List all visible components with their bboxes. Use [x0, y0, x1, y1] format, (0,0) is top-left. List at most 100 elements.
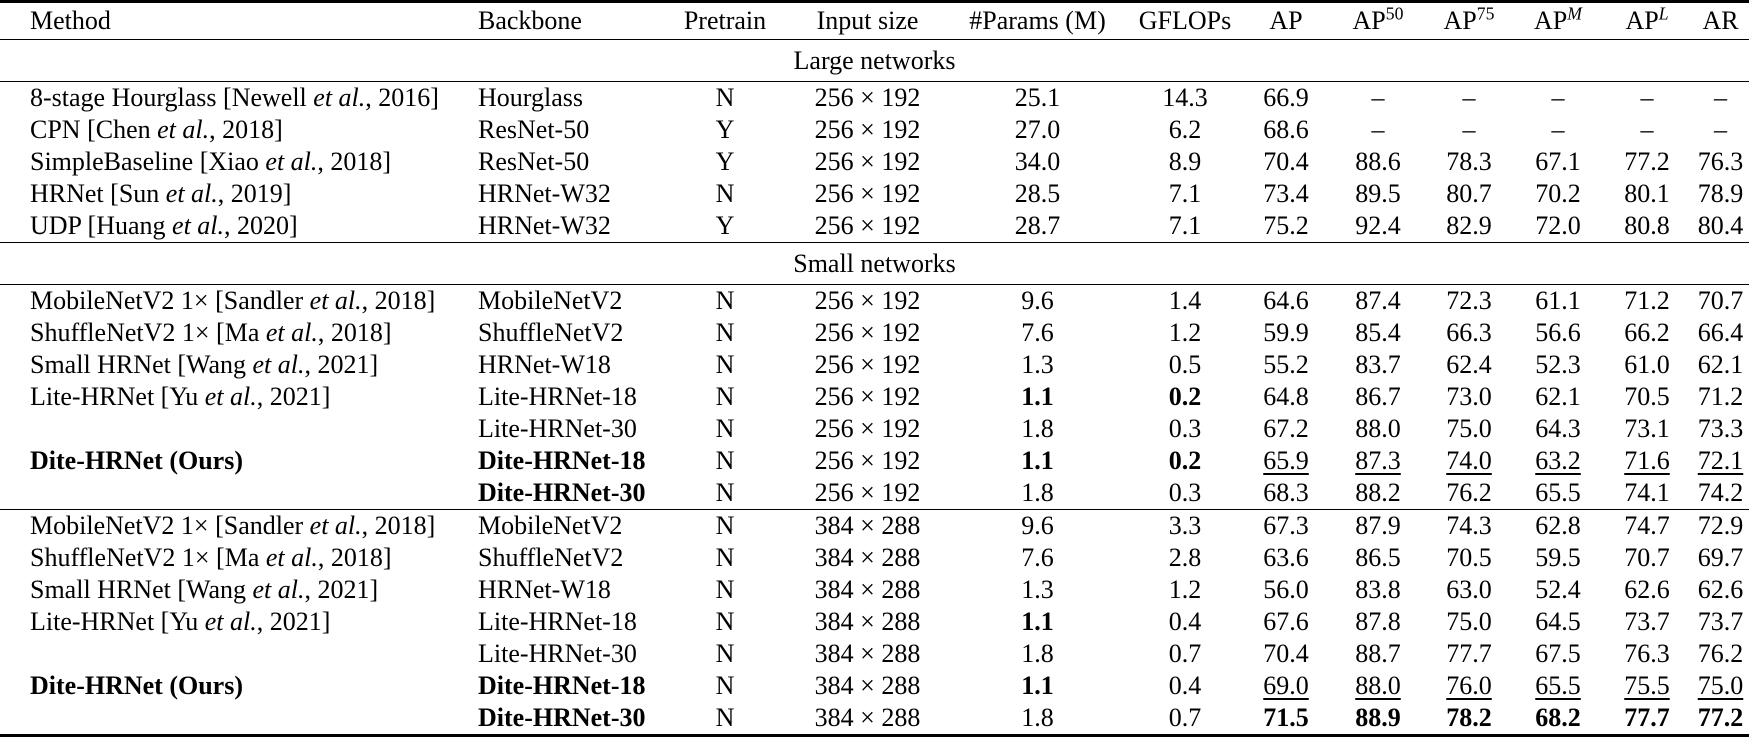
cell-gflops: 7.1: [1168, 211, 1202, 240]
cell-apl: 71.6: [1624, 446, 1670, 475]
cell-params: 1.8: [1021, 478, 1054, 507]
table-row: UDP [Huang et al., 2020] HRNet-W32 Y 256 × …: [0, 210, 1749, 243]
column-label: AP: [1625, 6, 1659, 35]
method-text: , 2018]: [317, 147, 392, 176]
cell-ap50: 83.8: [1355, 575, 1401, 604]
column-header-method: Method: [0, 2, 470, 40]
header-row: Method Backbone Pretrain Input size #Params …: [0, 2, 1749, 40]
cell-ap50: 86.7: [1355, 382, 1401, 411]
cell-gflops: 14.3: [1162, 83, 1208, 112]
column-superscript: L: [1658, 3, 1669, 24]
cell-pretrain: N: [715, 83, 735, 112]
cell-ap75: 76.2: [1446, 478, 1492, 507]
cell-apl: 77.7: [1624, 703, 1670, 732]
cell-ap75: 75.0: [1446, 414, 1492, 443]
cell-ap50: 88.7: [1355, 639, 1401, 668]
method-text: Small HRNet [Wang: [30, 350, 253, 379]
method-etal-text: et al.: [252, 575, 305, 604]
cell-ap50: 87.4: [1355, 286, 1401, 315]
cell-backbone: Lite-HRNet-18: [478, 607, 637, 636]
column-superscript: M: [1567, 3, 1582, 24]
cell-gflops: 0.2: [1168, 446, 1202, 475]
cell-ap75: 74.0: [1446, 446, 1492, 475]
cell-apm: 67.1: [1535, 147, 1581, 176]
cell-ap75: 66.3: [1446, 318, 1492, 347]
column-header-backbone: Backbone: [470, 2, 660, 40]
cell-input_size: 256 × 192: [814, 382, 921, 411]
table-row: CPN [Chen et al., 2018] ResNet-50 Y 256 × 1…: [0, 114, 1749, 146]
table-row: MobileNetV2 1× [Sandler et al., 2018] Mob…: [0, 509, 1749, 543]
cell-method: UDP [Huang et al., 2020]: [0, 210, 470, 243]
cell-apl: –: [1640, 115, 1654, 144]
cell-params: 25.1: [1014, 83, 1061, 112]
cell-apl: 66.2: [1624, 318, 1670, 347]
cell-pretrain: Y: [715, 211, 735, 240]
method-etal-text: et al.: [165, 179, 218, 208]
method-text: Lite-HRNet [Yu: [30, 607, 205, 636]
cell-ap75: 72.3: [1446, 286, 1492, 315]
cell-input_size: 384 × 288: [814, 639, 921, 668]
cell-ap: 67.6: [1263, 607, 1309, 636]
table-row: 8-stage Hourglass [Newell et al., 2016] H…: [0, 82, 1749, 115]
method-text: CPN [Chen: [30, 115, 158, 144]
cell-ap50: 89.5: [1355, 179, 1401, 208]
table-row: HRNet [Sun et al., 2019] HRNet-W32 N 256 × …: [0, 178, 1749, 210]
column-header-ap75: AP75: [1424, 2, 1514, 40]
column-header-params: #Params (M): [945, 2, 1130, 40]
cell-apm: 59.5: [1535, 543, 1581, 572]
column-label: Method: [30, 6, 111, 35]
cell-gflops: 7.1: [1168, 179, 1202, 208]
cell-input_size: 256 × 192: [814, 318, 921, 347]
cell-params: 1.1: [1021, 607, 1054, 636]
cell-apm: 63.2: [1535, 446, 1581, 475]
cell-apl: 74.1: [1624, 478, 1670, 507]
cell-input_size: 256 × 192: [814, 446, 921, 475]
cell-backbone: Hourglass: [478, 83, 583, 112]
cell-method: [0, 638, 470, 670]
cell-apm: 64.3: [1535, 414, 1581, 443]
cell-pretrain: N: [715, 318, 735, 347]
method-text: , 2018]: [361, 511, 436, 540]
method-etal-text: et al.: [309, 286, 362, 315]
cell-gflops: 0.7: [1168, 703, 1202, 732]
cell-pretrain: N: [715, 671, 735, 700]
cell-method: 8-stage Hourglass [Newell et al., 2016]: [0, 82, 470, 115]
column-header-ar: AR: [1692, 2, 1749, 40]
method-text: , 2016]: [365, 83, 439, 112]
cell-ap: 68.6: [1263, 115, 1309, 144]
table-row: ShuffleNetV2 1× [Ma et al., 2018] Shuffle…: [0, 317, 1749, 349]
method-text: UDP [Huang: [30, 211, 173, 240]
cell-apl: 71.2: [1624, 286, 1670, 315]
cell-ap: 68.3: [1263, 478, 1309, 507]
cell-ap: 63.6: [1263, 543, 1309, 572]
cell-gflops: 3.3: [1168, 511, 1202, 540]
table-row: Small HRNet [Wang et al., 2021] HRNet-W18…: [0, 349, 1749, 381]
column-label: AP: [1352, 6, 1386, 35]
cell-ar: 77.2: [1697, 703, 1744, 732]
cell-ar: 71.2: [1697, 382, 1744, 411]
cell-backbone: HRNet-W32: [478, 179, 611, 208]
method-text: , 2018]: [317, 543, 392, 572]
table-row: SimpleBaseline [Xiao et al., 2018] ResNet…: [0, 146, 1749, 178]
cell-ap: 70.4: [1263, 147, 1309, 176]
cell-apm: 62.8: [1535, 511, 1581, 540]
column-label: GFLOPs: [1138, 6, 1232, 35]
cell-backbone: ShuffleNetV2: [478, 318, 624, 347]
section-title: Large networks: [793, 45, 956, 75]
cell-gflops: 2.8: [1168, 543, 1202, 572]
cell-apl: 77.2: [1624, 147, 1670, 176]
cell-apl: 61.0: [1624, 350, 1670, 379]
cell-ap75: 62.4: [1446, 350, 1492, 379]
column-label: #Params (M): [969, 6, 1106, 35]
method-text: , 2021]: [256, 382, 331, 411]
method-text: , 2021]: [304, 575, 379, 604]
cell-pretrain: N: [715, 414, 735, 443]
cell-ap50: 92.4: [1355, 211, 1401, 240]
cell-apm: 68.2: [1535, 703, 1581, 732]
method-text: MobileNetV2 1× [Sandler: [30, 511, 310, 540]
method-text: , 2021]: [256, 607, 331, 636]
cell-ar: 80.4: [1697, 211, 1744, 240]
cell-method: ShuffleNetV2 1× [Ma et al., 2018]: [0, 317, 470, 349]
cell-apm: 56.6: [1535, 318, 1581, 347]
cell-pretrain: N: [715, 179, 735, 208]
